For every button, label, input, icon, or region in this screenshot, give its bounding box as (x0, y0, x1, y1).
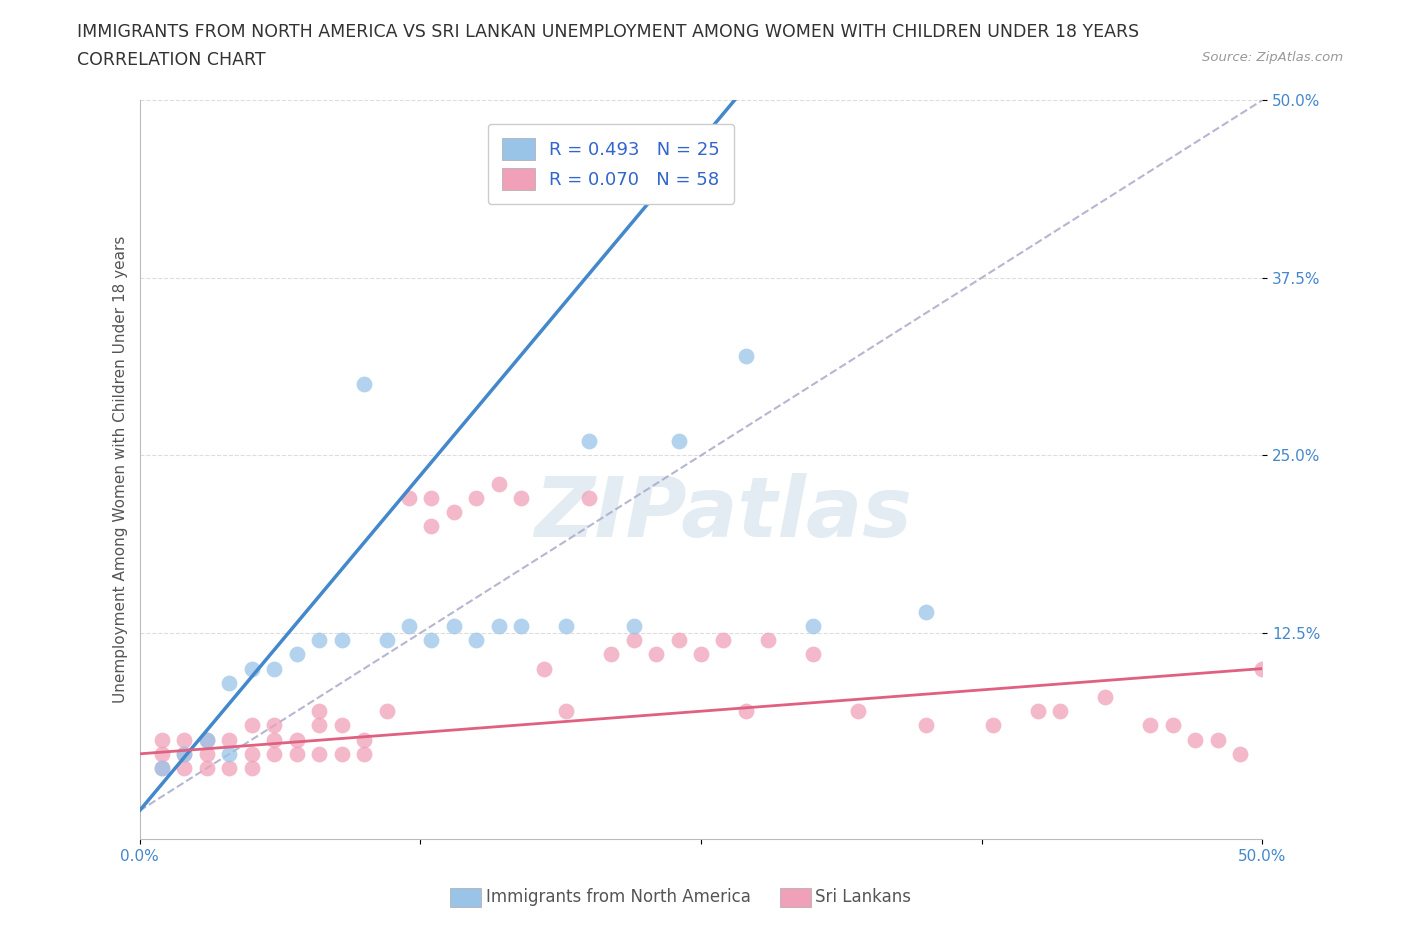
Point (240, 747, 263, 762)
Point (285, 647, 308, 662)
Point (801, 618, 824, 633)
Point (465, 632, 488, 647)
Point (555, 704, 578, 719)
Point (263, 747, 285, 762)
Point (1184, 732, 1206, 747)
Point (668, 632, 690, 647)
Text: Immigrants from North America: Immigrants from North America (486, 888, 751, 907)
Point (981, 718, 1004, 733)
Text: ZIPatlas: ZIPatlas (534, 473, 912, 554)
Point (420, 490, 443, 505)
Point (240, 761, 263, 776)
Point (330, 632, 353, 647)
Point (578, 490, 600, 505)
Point (263, 732, 285, 747)
Point (398, 490, 420, 505)
Point (218, 732, 240, 747)
Point (1026, 704, 1049, 719)
Point (735, 349, 758, 364)
Point (353, 747, 375, 762)
Point (173, 732, 195, 747)
Point (150, 747, 173, 762)
Point (218, 747, 240, 762)
Point (846, 704, 869, 719)
Point (510, 618, 533, 633)
Point (240, 718, 263, 733)
Point (308, 718, 330, 733)
Text: IMMIGRANTS FROM NORTH AMERICA VS SRI LANKAN UNEMPLOYMENT AMONG WOMEN WITH CHILDR: IMMIGRANTS FROM NORTH AMERICA VS SRI LAN… (77, 23, 1139, 41)
Point (443, 618, 465, 633)
Point (398, 618, 420, 633)
Point (308, 632, 330, 647)
Point (1206, 732, 1229, 747)
Point (263, 718, 285, 733)
Text: CORRELATION CHART: CORRELATION CHART (77, 51, 266, 69)
Text: Sri Lankans: Sri Lankans (815, 888, 911, 907)
Text: Source: ZipAtlas.com: Source: ZipAtlas.com (1202, 51, 1343, 64)
Point (488, 618, 510, 633)
Point (195, 747, 218, 762)
Point (353, 377, 375, 392)
Point (735, 704, 758, 719)
Point (285, 747, 308, 762)
Point (645, 647, 668, 662)
Point (195, 732, 218, 747)
Point (623, 632, 645, 647)
Point (713, 632, 735, 647)
Legend: R = 0.493   N = 25, R = 0.070   N = 58: R = 0.493 N = 25, R = 0.070 N = 58 (488, 124, 734, 204)
Point (555, 618, 578, 633)
Point (195, 732, 218, 747)
Point (308, 747, 330, 762)
Point (353, 732, 375, 747)
Point (668, 433, 690, 448)
Point (195, 761, 218, 776)
Point (330, 747, 353, 762)
Point (150, 732, 173, 747)
Point (1161, 718, 1184, 733)
Point (914, 718, 936, 733)
Point (173, 747, 195, 762)
Point (375, 704, 398, 719)
Point (1094, 689, 1116, 704)
Point (285, 732, 308, 747)
Point (465, 490, 488, 505)
Point (690, 647, 713, 662)
Point (1229, 747, 1251, 762)
Point (1049, 704, 1071, 719)
Point (600, 647, 623, 662)
Point (173, 761, 195, 776)
Point (375, 632, 398, 647)
Point (308, 704, 330, 719)
Point (420, 519, 443, 534)
Point (173, 747, 195, 762)
Point (914, 604, 936, 619)
Point (150, 761, 173, 776)
Point (150, 761, 173, 776)
Point (801, 647, 824, 662)
Point (1139, 718, 1161, 733)
Point (488, 476, 510, 491)
Y-axis label: Unemployment Among Women with Children Under 18 years: Unemployment Among Women with Children U… (114, 236, 128, 703)
Point (263, 661, 285, 676)
Point (330, 718, 353, 733)
Point (218, 675, 240, 690)
Point (218, 761, 240, 776)
Point (533, 661, 555, 676)
Point (758, 632, 780, 647)
Point (510, 490, 533, 505)
Point (578, 433, 600, 448)
Point (420, 632, 443, 647)
Point (443, 505, 465, 520)
Point (623, 618, 645, 633)
Point (1251, 661, 1274, 676)
Point (240, 661, 263, 676)
